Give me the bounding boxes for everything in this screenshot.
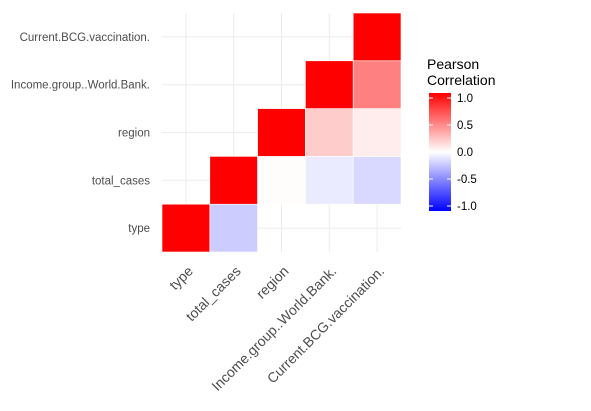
y-axis: type total_cases region Income.group..World…: [11, 32, 150, 235]
legend-tick-label: 0.0: [457, 147, 473, 159]
legend-tick-label: 0.5: [457, 120, 473, 132]
y-tick-label: region: [118, 128, 150, 140]
legend: Pearson Correlation 1.0 0.5 0.0 -0.5 -1.0: [427, 56, 495, 213]
x-tick-label: type: [166, 263, 196, 293]
y-tick-label: Income.group..World.Bank.: [11, 80, 150, 92]
heatmap-cell: [352, 60, 402, 109]
legend-tick-label: 1.0: [457, 93, 473, 105]
legend-title-line-2: Correlation: [427, 72, 495, 88]
y-tick-label: Current.BCG.vaccination.: [20, 32, 150, 44]
legend-ticks: 1.0 0.5 0.0 -0.5 -1.0: [429, 93, 477, 213]
heatmap-cell: [161, 203, 211, 253]
cells-layer: [161, 12, 402, 253]
legend-colorbar: [429, 93, 451, 211]
heatmap-cell: [305, 60, 354, 109]
heatmap-cell: [352, 156, 402, 205]
y-tick-label: total_cases: [92, 175, 150, 187]
heatmap-cell: [257, 156, 306, 205]
heatmap-cell: [305, 108, 354, 157]
legend-tick-label: -0.5: [457, 174, 477, 186]
heatmap-cell: [305, 156, 354, 205]
heatmap-cell: [352, 108, 402, 157]
heatmap-cell: [257, 108, 306, 157]
heatmap-cell: [209, 156, 258, 205]
y-tick-label: type: [128, 223, 150, 235]
heatmap-cell: [352, 12, 402, 62]
x-tick-label: region: [253, 263, 292, 302]
legend-tick-label: -1.0: [457, 201, 477, 213]
heatmap-cell: [209, 203, 258, 253]
legend-title-line-1: Pearson: [427, 56, 479, 72]
